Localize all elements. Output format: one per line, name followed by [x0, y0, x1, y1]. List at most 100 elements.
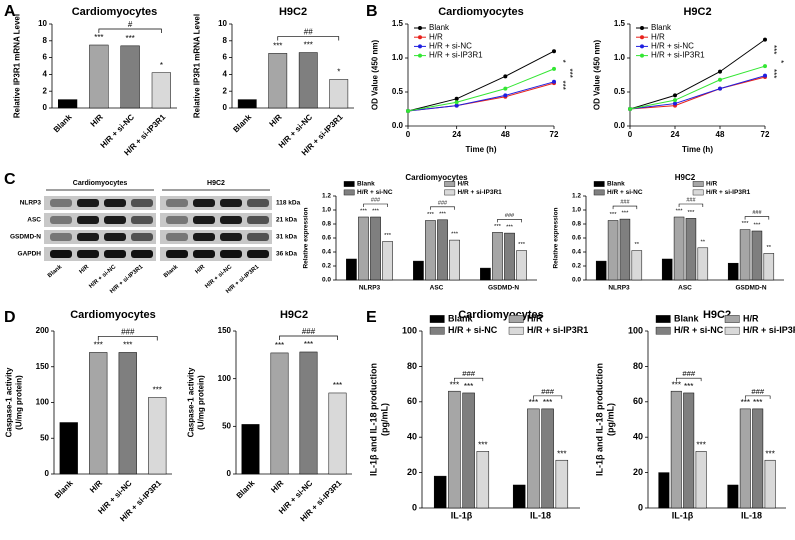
y-tick-label: 0.2 [572, 263, 581, 270]
blot-band [131, 216, 153, 224]
y-tick-label: 0.0 [322, 277, 331, 284]
blot-band [131, 199, 153, 207]
legend-swatch [692, 189, 704, 196]
y-axis-label: IL-1β and IL-18 production [594, 363, 604, 476]
bracket [612, 205, 638, 210]
bar [413, 260, 424, 281]
y-axis-label: OD Value (450 nm) [592, 40, 601, 111]
bar [512, 484, 526, 509]
series-line [629, 75, 766, 110]
significance: *** [754, 223, 762, 229]
x-axis-label: Time (h) [466, 145, 497, 154]
y-axis-label: Relative expression [303, 207, 310, 268]
legend-swatch [593, 181, 605, 187]
bracket-label: ### [752, 210, 762, 216]
bar [658, 472, 670, 509]
bracket [454, 377, 484, 382]
bracket [497, 219, 522, 223]
legend-swatch [508, 326, 524, 335]
significance: *** [741, 398, 751, 407]
y-tick-label: 6 [43, 53, 48, 62]
legend-marker [418, 35, 422, 40]
point [552, 79, 556, 84]
bar [697, 247, 709, 281]
bracket [97, 336, 158, 341]
x-tick-label: IL-1β [672, 510, 694, 520]
blot-band [166, 250, 188, 258]
y-tick-label: 80 [407, 361, 417, 371]
legend-swatch [655, 326, 671, 335]
significance: *** [494, 224, 502, 230]
legend-swatch [444, 189, 456, 196]
significance: * [160, 61, 163, 70]
significance: *** [557, 449, 567, 458]
legend-swatch [593, 189, 605, 196]
legend-label: H/R [706, 181, 718, 188]
protein-label: ASC [27, 217, 41, 224]
legend-label: H/R [527, 313, 543, 323]
significance: *** [125, 34, 134, 43]
bracket [533, 395, 563, 399]
point [718, 69, 722, 74]
legend-label: Blank [357, 181, 375, 188]
chart-title: Cardiomyocytes [72, 6, 158, 18]
x-tick-label: 48 [501, 130, 510, 139]
bar [480, 267, 491, 281]
y-axis-label: (pg/mL) [380, 403, 390, 436]
legend-marker [418, 53, 422, 58]
blot-band [220, 199, 242, 207]
legend-label: Blank [674, 313, 700, 323]
bracket-label: ### [541, 387, 554, 396]
y-axis-label: Relative IP3R1 mRNA Level [192, 14, 201, 118]
blot-band [193, 216, 215, 224]
significance: *** [765, 449, 775, 458]
bar [607, 220, 619, 281]
bracket-label: ### [686, 197, 696, 203]
panel-label: E [366, 309, 377, 326]
y-tick-label: 200 [36, 326, 50, 335]
bar [462, 392, 475, 509]
significance: *** [676, 209, 684, 215]
blot-band [247, 233, 269, 241]
blot-band [50, 233, 72, 241]
blot-band [131, 250, 153, 258]
legend-label: H/R + si-IP3R1 [458, 189, 503, 196]
bracket-label: ## [304, 28, 313, 37]
bar [298, 52, 318, 109]
y-tick-label: 100 [402, 325, 417, 335]
kda-label: 31 kDa [276, 234, 297, 241]
x-tick-label: Blank [53, 478, 75, 500]
bar [527, 408, 540, 509]
y-tick-label: 20 [633, 467, 643, 477]
blot-group: Cardiomyocytes [73, 180, 128, 187]
bracket-label: ### [462, 369, 475, 378]
y-axis-label: (pg/mL) [606, 403, 616, 436]
blot-band [193, 199, 215, 207]
y-tick-label: 0 [223, 103, 228, 112]
series-line [629, 39, 766, 110]
y-tick-label: 4 [43, 70, 48, 79]
y-tick-label: 1.2 [322, 193, 331, 200]
kda-label: 118 kDa [276, 200, 301, 207]
bar [727, 262, 739, 281]
bracket-label: ### [371, 197, 381, 203]
legend-marker [640, 26, 644, 30]
bar [751, 230, 763, 281]
lane-label: H/R [195, 264, 207, 276]
y-tick-label: 100 [628, 325, 643, 335]
legend-label: H/R [429, 32, 443, 41]
bracket-label: ### [438, 200, 448, 206]
bracket [678, 203, 704, 207]
y-tick-label: 0.4 [322, 249, 331, 256]
chart-title: H9C2 [280, 309, 308, 321]
y-axis-label: Relative IP3R1 mRNA Level [12, 14, 21, 118]
y-tick-label: 0 [43, 103, 48, 112]
bracket-label: ### [751, 387, 764, 396]
significance: *** [769, 45, 778, 54]
bar [437, 219, 448, 281]
point [763, 73, 767, 78]
y-tick-label: 50 [222, 421, 231, 430]
significance: *** [94, 341, 103, 350]
significance: *** [529, 398, 539, 407]
